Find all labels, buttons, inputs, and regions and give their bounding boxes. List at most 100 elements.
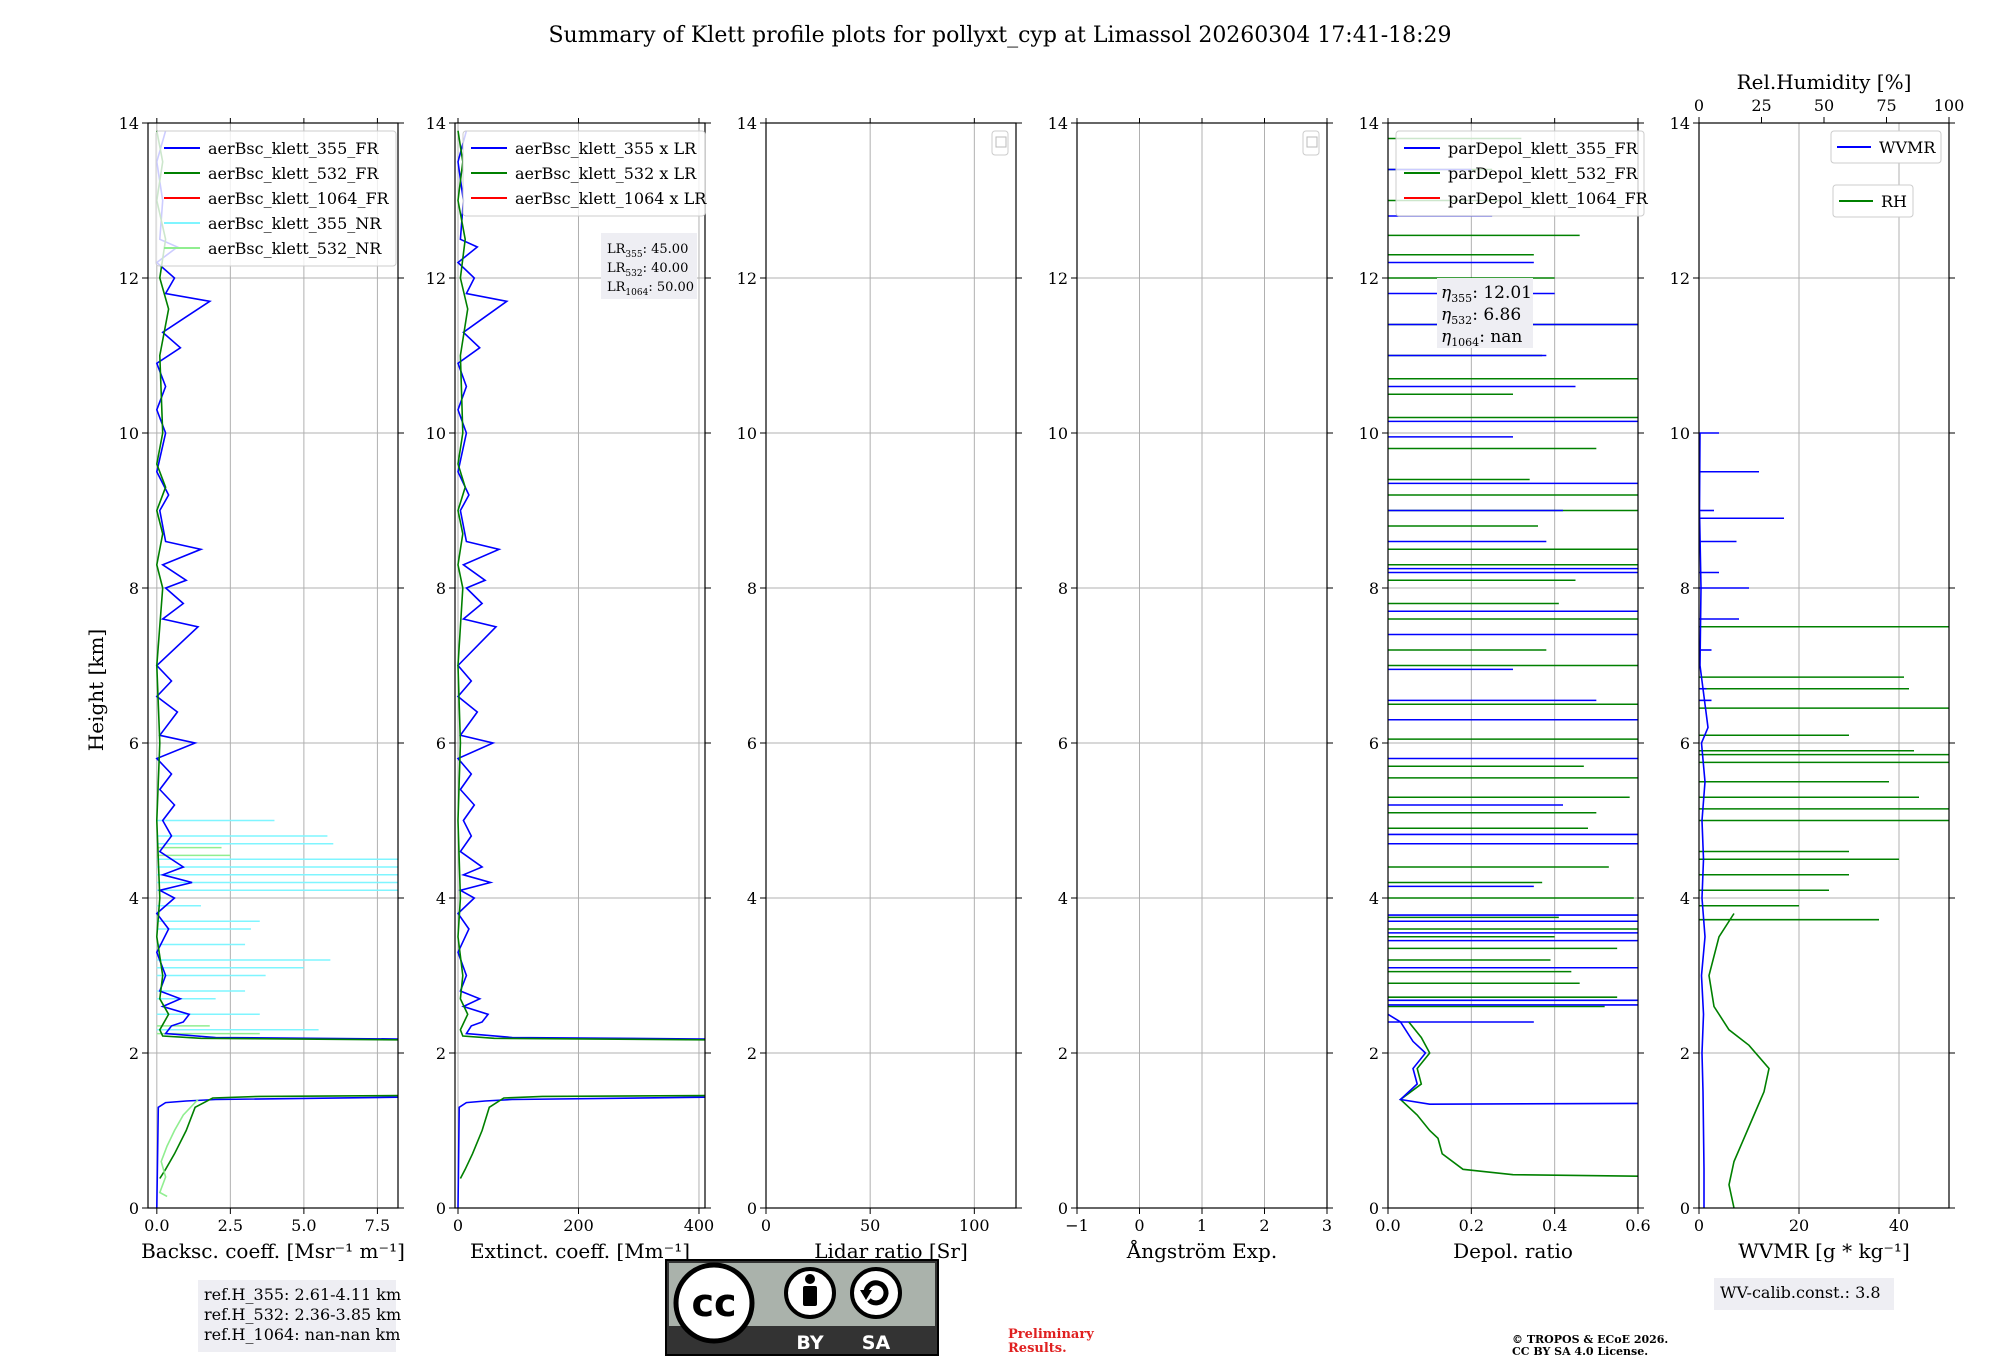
top-axis-label: Rel.Humidity [%]: [1737, 70, 1912, 94]
x-tick-label-1: 0.2: [1459, 1216, 1484, 1235]
series-1: [1387, 1013, 1639, 1106]
series-3: [457, 130, 706, 1041]
lr-name-2: LR: [607, 280, 627, 295]
x-tick-label-3: 2: [1259, 1216, 1269, 1235]
y-tick-label-2: 4: [1369, 889, 1379, 908]
top-tick-label-0: 0: [1694, 96, 1704, 115]
legend-label-0: WVMR: [1879, 138, 1936, 157]
top-tick-label-4: 100: [1934, 96, 1965, 115]
y-tick-label-0: 0: [1058, 1199, 1068, 1218]
eta-name-1: η: [1441, 305, 1452, 325]
lr-box: [601, 233, 697, 299]
y-tick-label-2: 4: [1680, 889, 1690, 908]
legend-label-1: RH: [1881, 192, 1907, 211]
y-tick-label-0: 0: [1680, 1199, 1690, 1218]
series-0: [457, 1096, 706, 1209]
x-tick-label-2: 400: [684, 1216, 715, 1235]
y-tick-label-4: 8: [436, 579, 446, 598]
y-tick-label-6: 12: [426, 269, 446, 288]
lr-value-0: : 45.00: [643, 242, 689, 257]
x-tick-label-1: 2.5: [218, 1216, 243, 1235]
lr-sub-2: 1064: [625, 288, 648, 298]
x-tick-label-4: 3: [1322, 1216, 1332, 1235]
figure-title: Summary of Klett profile plots for polly…: [548, 23, 1451, 48]
legend-box-empty-inner: [1306, 136, 1318, 148]
x-tick-label-3: 7.5: [365, 1216, 390, 1235]
x-axis-label: Depol. ratio: [1453, 1239, 1573, 1263]
preliminary-note: Preliminary Results.: [1008, 1327, 1094, 1356]
y-tick-label-5: 10: [1670, 424, 1690, 443]
preliminary-line-2: Results.: [1008, 1341, 1067, 1356]
eta-label-0: η355: 12.01: [1441, 283, 1532, 305]
y-tick-label-0: 0: [747, 1199, 757, 1218]
sa-share-icon: [850, 1267, 902, 1319]
series-3: [155, 130, 399, 1040]
series-2: [158, 1098, 199, 1198]
y-tick-label-4: 8: [129, 579, 139, 598]
series-1: [159, 1094, 399, 1179]
eta-value-2: : nan: [1479, 327, 1522, 347]
y-tick-label-3: 6: [436, 734, 446, 753]
x-tick-label-3: 0.6: [1625, 1216, 1650, 1235]
legend-label-1: parDepol_klett_532_FR: [1448, 164, 1639, 183]
copyright-line-2: CC BY SA 4.0 License.: [1512, 1345, 1648, 1358]
info-line-0: ref.H_355: 2.61-4.11 km: [204, 1285, 401, 1304]
eta-label-2: η1064: nan: [1441, 327, 1522, 349]
legend-label-0: aerBsc_klett_355 x LR: [515, 139, 697, 158]
panel-extinction: 0 200 400 0 2 4 6 8 10 12 14 Extinct. coeff. [Mm⁻¹]…: [426, 114, 715, 1263]
axes-frame: [1387, 122, 1639, 1209]
eta-sub-2: 1064: [1451, 336, 1479, 349]
top-tick-label-1: 25: [1751, 96, 1771, 115]
legend-label-1: aerBsc_klett_532 x LR: [515, 164, 697, 183]
panel-depol: 0.0 0.2 0.4 0.6 0 2 4 6 8 10 12 14 Depol. ratio parDe…: [1359, 114, 1651, 1263]
preliminary-line-1: Preliminary: [1008, 1327, 1094, 1342]
legend-label-0: aerBsc_klett_355_FR: [208, 139, 379, 158]
y-tick-label-1: 2: [436, 1044, 446, 1063]
eta-value-0: : 12.01: [1472, 283, 1532, 303]
series-0: [156, 1096, 399, 1209]
eta-sub-0: 355: [1451, 292, 1472, 305]
y-tick-label-7: 14: [119, 114, 139, 133]
y-tick-label-5: 10: [1359, 424, 1379, 443]
eta-name-2: η: [1441, 327, 1452, 347]
y-tick-label-5: 10: [1048, 424, 1068, 443]
y-tick-label-7: 14: [426, 114, 446, 133]
top-tick-label-3: 75: [1876, 96, 1896, 115]
y-tick-label-6: 12: [119, 269, 139, 288]
y-tick-label-3: 6: [747, 734, 757, 753]
eta-name-0: η: [1441, 283, 1452, 303]
y-tick-label-4: 8: [1058, 579, 1068, 598]
series-0: [1399, 1021, 1639, 1177]
lr-sub-0: 355: [625, 250, 642, 260]
lr-label-0: LR355: 45.00: [607, 242, 688, 260]
y-axis-label: Height [km]: [84, 629, 108, 751]
x-tick-label-1: 0: [1134, 1216, 1144, 1235]
cc-license-badge: cc BY SA: [665, 1259, 939, 1356]
x-axis-label: Ångström Exp.: [1126, 1238, 1277, 1263]
y-tick-label-1: 2: [1369, 1044, 1379, 1063]
y-tick-label-4: 8: [1680, 579, 1690, 598]
axes-frame: [1698, 122, 1950, 1209]
cc-icon: [673, 1262, 755, 1344]
legend-box: [155, 130, 397, 267]
x-tick-label-1: 200: [563, 1216, 594, 1235]
x-tick-label-2: 40: [1889, 1216, 1909, 1235]
series-4: [155, 130, 399, 1041]
y-tick-label-6: 12: [1359, 269, 1379, 288]
y-tick-label-1: 2: [129, 1044, 139, 1063]
info-line-2: ref.H_1064: nan-nan km: [204, 1325, 400, 1344]
y-tick-label-0: 0: [436, 1199, 446, 1218]
y-tick-label-6: 12: [737, 269, 757, 288]
lr-name-0: LR: [607, 242, 627, 257]
lr-label-2: LR1064: 50.00: [607, 280, 694, 298]
x-tick-label-2: 0.4: [1542, 1216, 1567, 1235]
cc-icon-text: cc: [691, 1281, 736, 1325]
x-axis-label: Extinct. coeff. [Mm⁻¹]: [470, 1239, 690, 1263]
series-0: [1698, 432, 1709, 1208]
y-tick-label-4: 8: [747, 579, 757, 598]
y-tick-label-1: 2: [1680, 1044, 1690, 1063]
y-tick-label-7: 14: [1048, 114, 1068, 133]
info-line-1: ref.H_532: 2.36-3.85 km: [204, 1305, 401, 1324]
